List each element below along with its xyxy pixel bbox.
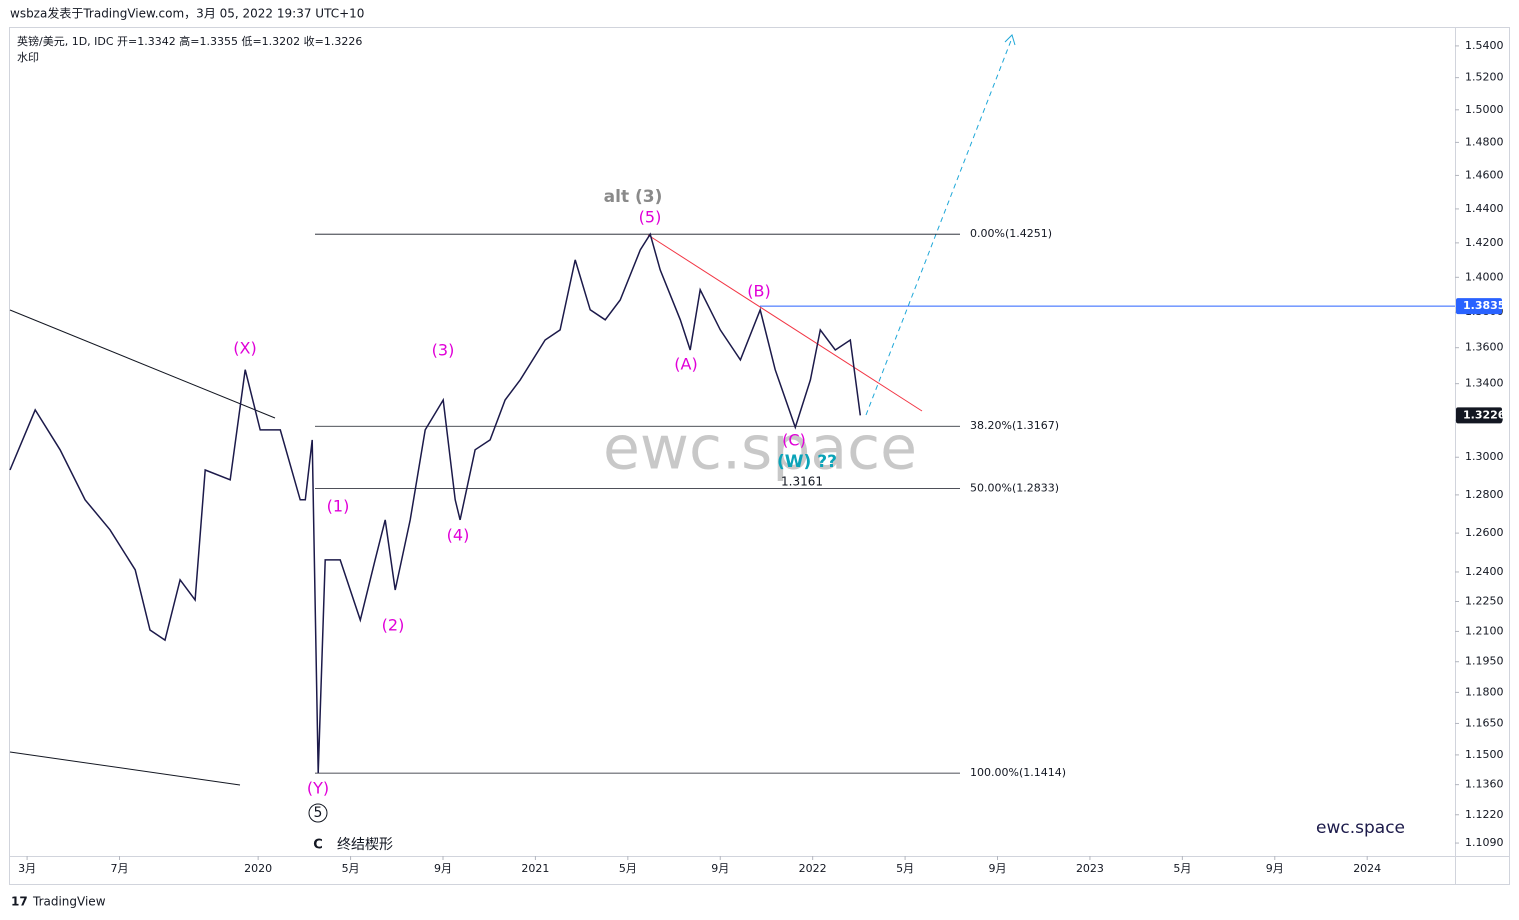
brand: ewc.space <box>1316 818 1405 838</box>
fib-label: 50.00%(1.2833) <box>970 482 1059 495</box>
fib-label: 100.00%(1.1414) <box>970 766 1066 779</box>
publish-line: wsbza发表于TradingView.com，3月 05, 2022 19:3… <box>10 6 364 21</box>
x-tick-label: 9月 <box>434 862 452 875</box>
y-tick-label: 1.4400 <box>1465 202 1504 215</box>
x-tick-label: 3月 <box>18 862 36 875</box>
y-tick-label: 1.4000 <box>1465 270 1504 283</box>
frame <box>9 27 1510 885</box>
wave-label: (C) <box>782 431 806 450</box>
x-tick-label: 7月 <box>111 862 129 875</box>
trend-line <box>647 234 923 412</box>
x-tick-label: 2021 <box>521 862 549 875</box>
trend-line <box>9 751 241 786</box>
y-tick-label: 1.2250 <box>1465 595 1504 608</box>
y-tick-label: 1.5200 <box>1465 71 1504 84</box>
y-tick-label: 1.1950 <box>1465 655 1504 668</box>
watermark: ewc.space <box>603 414 917 484</box>
y-tick-label: 1.1360 <box>1465 778 1504 791</box>
y-tick-label: 1.1090 <box>1465 836 1504 849</box>
wave-label: (B) <box>747 282 770 301</box>
wave-label: C <box>313 838 323 853</box>
wave-label: (X) <box>233 339 256 358</box>
y-tick-label: 1.5400 <box>1465 39 1504 52</box>
wave-label: (A) <box>674 355 697 374</box>
wave-label: (1) <box>327 497 350 516</box>
x-tick-label: 2020 <box>244 862 272 875</box>
circle-marker <box>308 803 328 823</box>
projection-line <box>865 37 1013 416</box>
wave-label: 1.3161 <box>781 475 823 489</box>
y-tick-label: 1.2400 <box>1465 565 1504 578</box>
y-tick-label: 1.1500 <box>1465 748 1504 761</box>
y-tick-label: 1.2600 <box>1465 526 1504 539</box>
wave-label: (W) ?? <box>777 452 837 472</box>
x-tick-label: 2024 <box>1353 862 1381 875</box>
footer: TradingView <box>32 895 106 909</box>
logo: 17 <box>11 895 28 909</box>
wave-label: (3) <box>432 341 455 360</box>
x-tick-label: 9月 <box>989 862 1007 875</box>
y-tick-label: 1.3400 <box>1465 377 1504 390</box>
trend-line <box>9 309 276 419</box>
y-tick-label: 1.2800 <box>1465 488 1504 501</box>
x-tick-label: 9月 <box>1266 862 1284 875</box>
x-tick-label: 5月 <box>896 862 914 875</box>
wave-label: (4) <box>447 526 470 545</box>
x-tick-label: 9月 <box>711 862 729 875</box>
x-tick-label: 2022 <box>799 862 827 875</box>
watermark-label: 水印 <box>17 51 39 64</box>
wave-label: (5) <box>639 208 662 227</box>
wave-label: (Y) <box>307 779 329 798</box>
y-tick-label: 1.1800 <box>1465 685 1504 698</box>
y-tick-label: 1.4600 <box>1465 168 1504 181</box>
y-tick-label: 1.5000 <box>1465 103 1504 116</box>
x-tick-label: 2023 <box>1076 862 1104 875</box>
wave-label: 5 <box>314 805 323 821</box>
price-tag <box>1456 298 1502 315</box>
y-tick-label: 1.1220 <box>1465 808 1504 821</box>
fib-label: 38.20%(1.3167) <box>970 419 1059 432</box>
wave-label: (2) <box>382 616 405 635</box>
y-tick-label: 1.3000 <box>1465 450 1504 463</box>
price-tag <box>1456 407 1502 424</box>
y-tick-label: 1.1650 <box>1465 716 1504 729</box>
price-tag-label: 1.3226 <box>1463 408 1506 421</box>
y-tick-label: 1.3600 <box>1465 341 1504 354</box>
price-line-series <box>9 232 862 774</box>
x-tick-label: 5月 <box>619 862 637 875</box>
x-tick-label: 5月 <box>342 862 360 875</box>
x-tick-label: 5月 <box>1173 862 1191 875</box>
price-tag-label: 1.3835 <box>1463 299 1505 312</box>
wave-label: 终结楔形 <box>337 837 393 853</box>
arrow-head <box>1004 34 1016 46</box>
y-tick-label: 1.4800 <box>1465 135 1504 148</box>
fib-label: 0.00%(1.4251) <box>970 227 1052 240</box>
wave-label: alt (3) <box>604 187 663 207</box>
y-tick-label: 1.4200 <box>1465 236 1504 249</box>
y-tick-label: 1.2100 <box>1465 624 1504 637</box>
symbol-line: 英镑/美元, 1D, IDC 开=1.3342 高=1.3355 低=1.320… <box>17 34 362 48</box>
